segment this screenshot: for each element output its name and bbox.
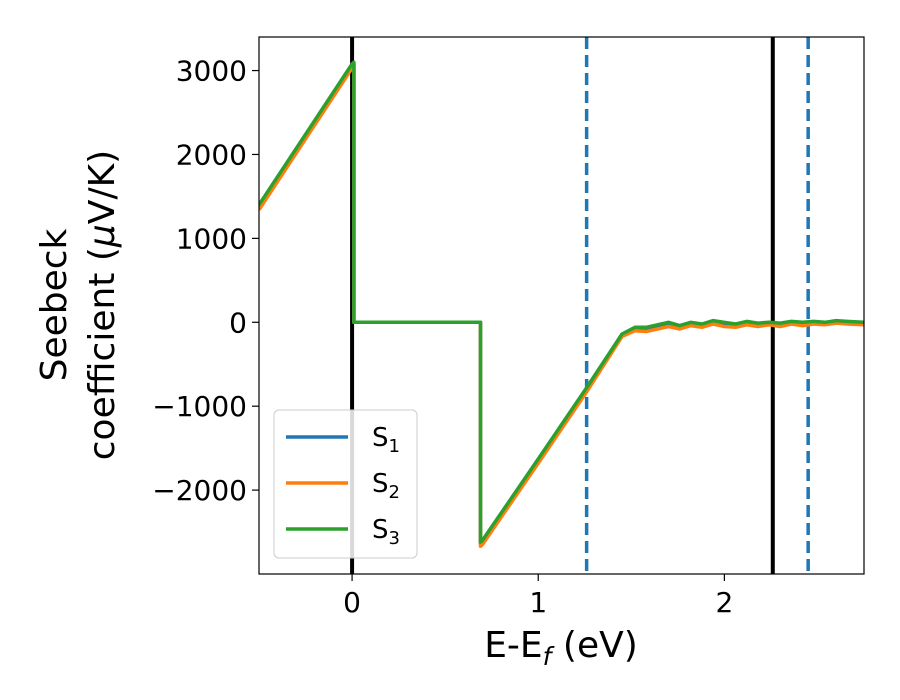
legend-label-s1: S1	[372, 423, 400, 457]
y-tick-label: 3000	[176, 55, 247, 88]
legend-label-s2: S2	[372, 469, 400, 503]
series-layer	[259, 60, 864, 549]
legend-label-s3: S3	[372, 515, 400, 549]
series-line-s2	[259, 63, 864, 549]
x-axis-label: E-Ef (eV)	[484, 625, 638, 671]
y-axis-label-line1: Seebeck	[34, 228, 75, 381]
x-tick-label: 1	[529, 586, 547, 619]
y-tick-label: 1000	[176, 222, 247, 255]
vertical-reference-lines	[350, 37, 810, 574]
x-tick-label: 0	[343, 586, 361, 619]
legend: S1 S2 S3	[273, 409, 418, 559]
y-axis-label: Seebeck coefficient (μV/K)	[34, 150, 123, 460]
y-tick-label: −2000	[152, 474, 247, 507]
plot-frame	[258, 36, 865, 575]
y-tick-label: −1000	[152, 390, 247, 423]
x-axis-ticks: 0 1 2	[343, 574, 733, 619]
series-line-s3	[259, 60, 864, 544]
y-axis-ticks: −2000 −1000 0 1000 2000 3000	[152, 55, 259, 507]
y-tick-label: 0	[229, 306, 247, 339]
x-tick-label: 2	[715, 586, 733, 619]
y-axis-label-line2: coefficient (μV/K)	[82, 150, 123, 460]
y-tick-label: 2000	[176, 138, 247, 171]
